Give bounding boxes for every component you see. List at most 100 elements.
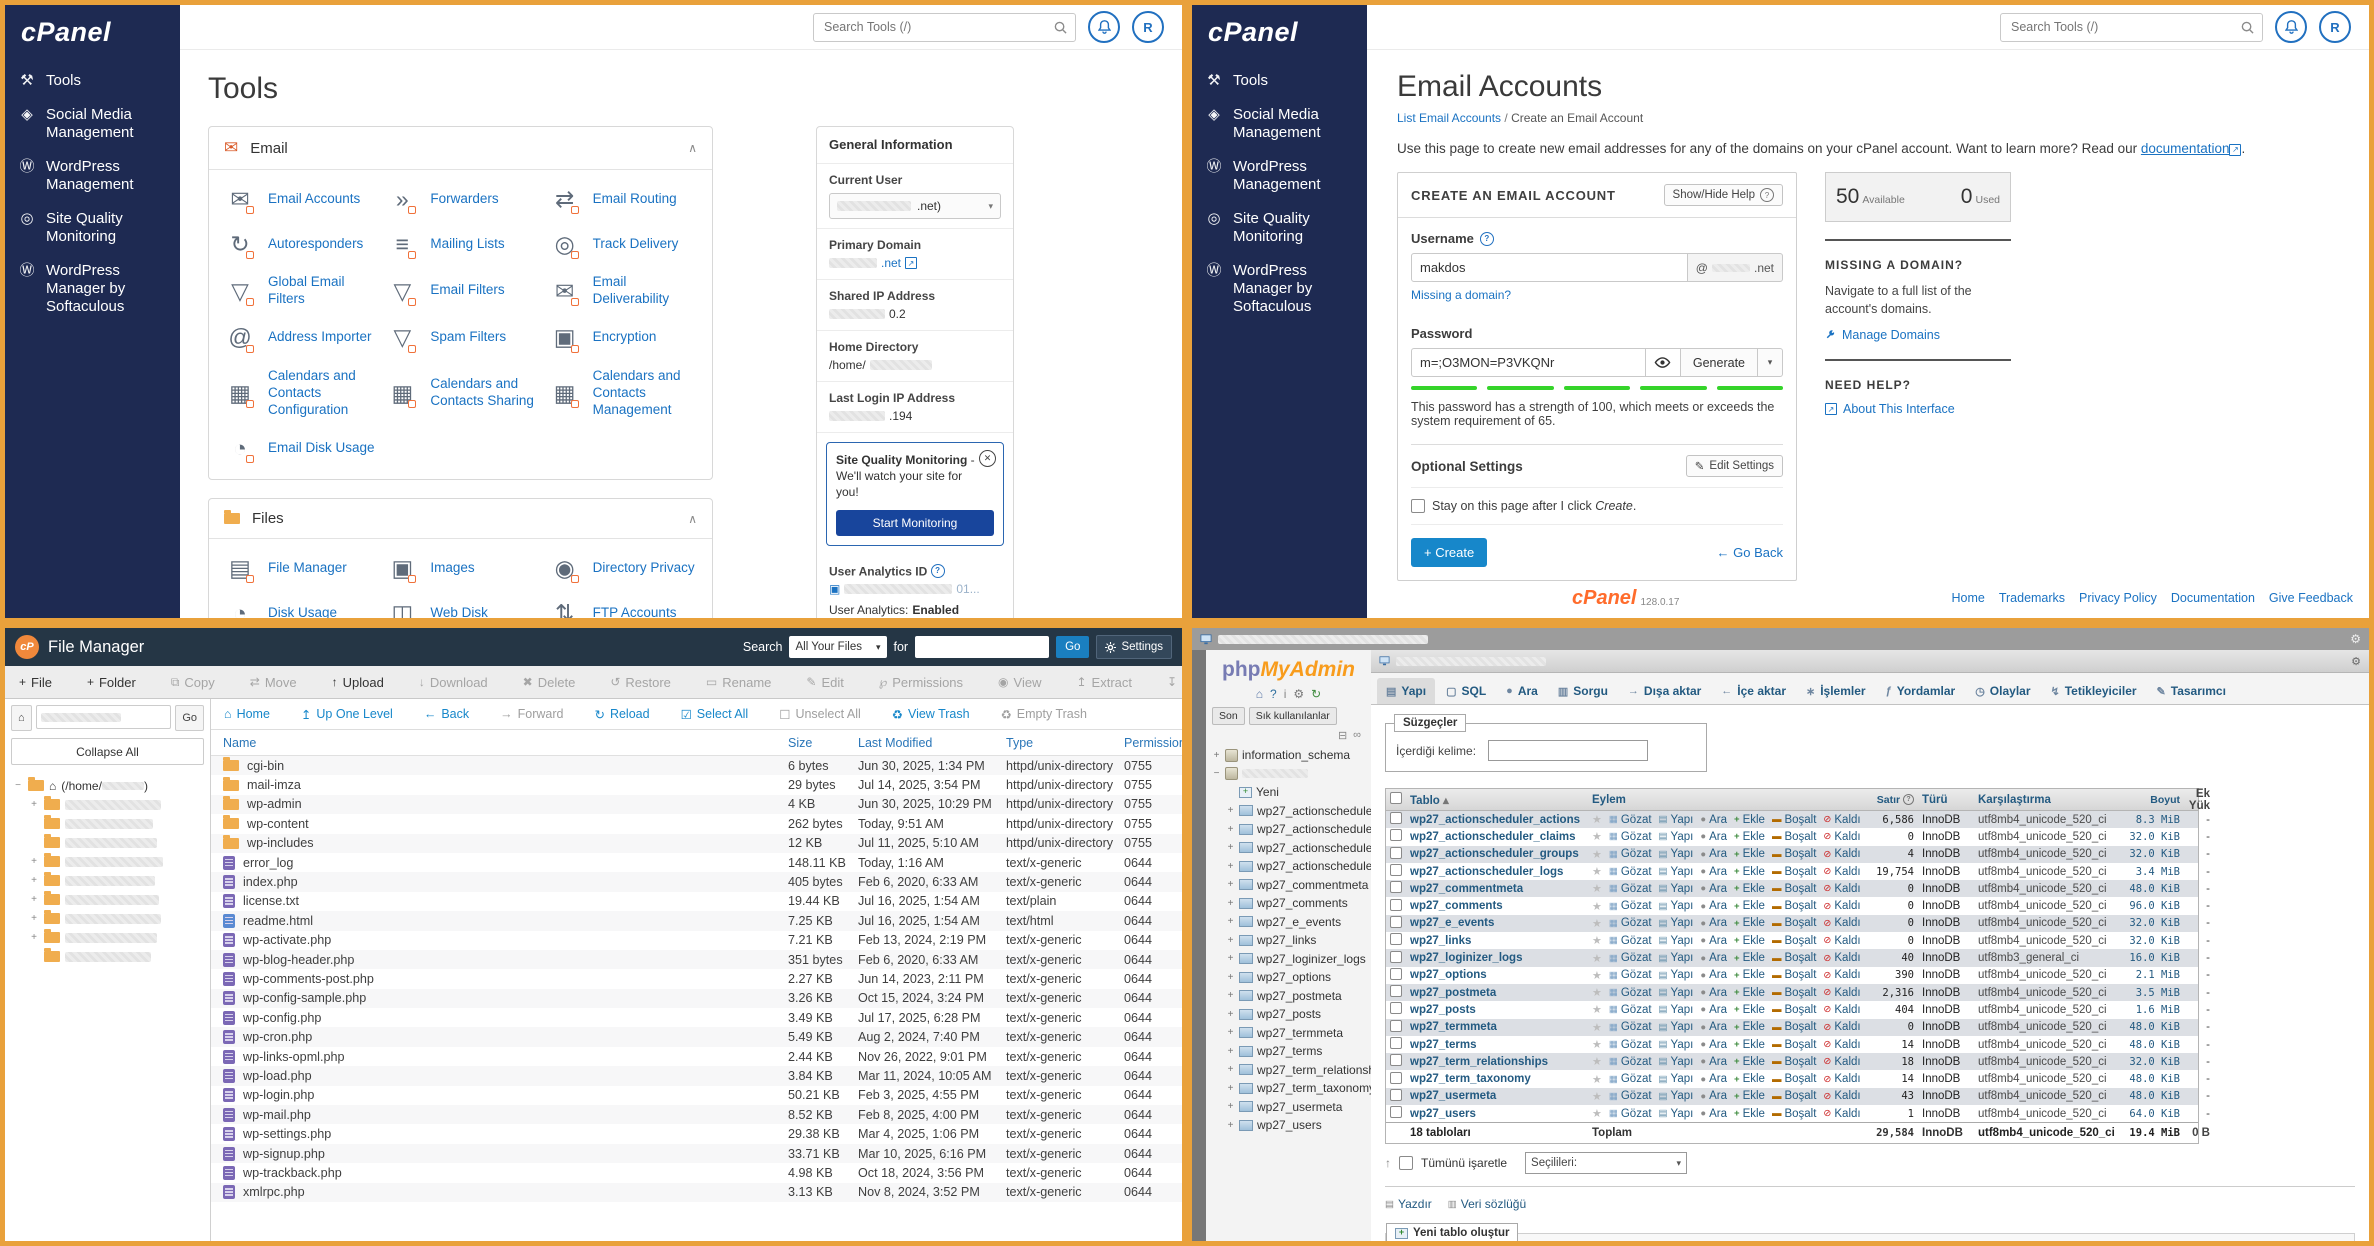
tool-link[interactable]: ✉ Email Accounts	[223, 184, 379, 214]
recent-tables-button[interactable]: Son	[1212, 707, 1245, 725]
sidebar-item[interactable]: Ⓦ WordPress Manager by Softaculous	[5, 254, 180, 324]
tree-table[interactable]: + wp27_actionscheduler_groups	[1226, 839, 1420, 858]
structure-action[interactable]: ▤ Yapı	[1658, 1055, 1694, 1068]
insert-action[interactable]: + Ekle	[1734, 1038, 1765, 1051]
create-button[interactable]: + Create	[1411, 538, 1488, 567]
insert-action[interactable]: + Ekle	[1734, 813, 1765, 826]
tree-folder[interactable]: +	[29, 928, 202, 947]
empty-action[interactable]: ▬ Boşalt	[1771, 1038, 1817, 1051]
file-row[interactable]: mail-imza 29 bytes Jul 14, 2025, 3:54 PM…	[211, 775, 1182, 794]
table-row[interactable]: wp27_usermeta ★ ▦ Gözat ▤ Yapı ● Ara + Ekle …	[1386, 1087, 2210, 1106]
tree-table[interactable]: + wp27_options	[1226, 968, 1365, 987]
gear-icon[interactable]: ⚙	[1293, 687, 1305, 701]
tool-link[interactable]: ▽ Email Filters	[385, 274, 541, 308]
table-name-link[interactable]: wp27_posts	[1410, 1003, 1476, 1016]
expand-icon[interactable]: +	[1227, 879, 1234, 891]
table-row[interactable]: wp27_loginizer_logs ★ ▦ Gözat ▤ Yapı ● Ara …	[1386, 949, 2210, 967]
expand-icon[interactable]: +	[31, 799, 37, 810]
file-row[interactable]: wp-links-opml.php 2.44 KB Nov 26, 2022, …	[211, 1047, 1182, 1066]
empty-action[interactable]: ▬ Boşalt	[1771, 813, 1817, 826]
pma-tab[interactable]: ← İçe aktar	[1712, 678, 1795, 704]
insert-action[interactable]: + Ekle	[1734, 952, 1765, 965]
expand-icon[interactable]: +	[31, 875, 37, 886]
search-action[interactable]: ● Ara	[1700, 900, 1727, 913]
browse-action[interactable]: ▦ Gözat	[1608, 1021, 1652, 1034]
favorite-star-icon[interactable]: ★	[1592, 1073, 1602, 1086]
structure-action[interactable]: ▤ Yapı	[1658, 813, 1694, 826]
tool-link[interactable]: ◫ Web Disk	[385, 598, 541, 618]
row-checkbox[interactable]	[1390, 864, 1402, 877]
tool-link[interactable]: ⇅ FTP Accounts	[548, 598, 704, 618]
column-header-size[interactable]: Boyut	[2150, 793, 2180, 806]
tree-table[interactable]: + wp27_postmeta	[1226, 987, 1365, 1006]
data-dictionary-link[interactable]: ▥ Veri sözlüğü	[1447, 1197, 1527, 1212]
file-row[interactable]: wp-activate.php 7.21 KB Feb 13, 2024, 2:…	[211, 931, 1182, 950]
empty-action[interactable]: ▬ Boşalt	[1771, 848, 1817, 861]
browse-action[interactable]: ▦ Gözat	[1608, 1003, 1652, 1016]
structure-action[interactable]: ▤ Yapı	[1658, 917, 1694, 930]
file-row[interactable]: xmlrpc.php 3.13 KB Nov 8, 2024, 3:52 PM …	[211, 1182, 1182, 1202]
favorite-star-icon[interactable]: ★	[1592, 987, 1602, 1000]
browse-action[interactable]: ▦ Gözat	[1608, 830, 1652, 843]
tree-new-table[interactable]: + Yeni	[1226, 783, 1365, 802]
collapse-all-button[interactable]: Collapse All	[11, 738, 204, 765]
favorite-star-icon[interactable]: ★	[1592, 1108, 1602, 1121]
expand-icon[interactable]: +	[31, 856, 37, 867]
table-name-link[interactable]: wp27_actionscheduler_claims	[1410, 830, 1576, 843]
link-icon[interactable]: ∞	[1353, 729, 1361, 741]
table-row[interactable]: wp27_actionscheduler_logs ★ ▦ Gözat ▤ Yapı…	[1386, 863, 2210, 880]
favorite-star-icon[interactable]: ★	[1592, 866, 1602, 879]
toolbar-button[interactable]: ✖ Delete	[513, 672, 601, 692]
sidebar-item[interactable]: ◈ Social Media Management	[1192, 98, 1367, 150]
tree-table[interactable]: + wp27_actionscheduler_logs	[1226, 857, 1406, 876]
tool-link[interactable]: @ Address Importer	[223, 323, 379, 353]
pma-tab[interactable]: ◷ Olaylar	[1966, 678, 2039, 704]
search-action[interactable]: ● Ara	[1700, 813, 1727, 826]
tree-table[interactable]: + wp27_term_taxonomy	[1226, 1079, 1375, 1098]
toolbar-button[interactable]: + File	[9, 672, 77, 692]
empty-action[interactable]: ▬ Boşalt	[1771, 1090, 1817, 1103]
row-checkbox[interactable]	[1390, 1071, 1402, 1084]
search-action[interactable]: ● Ara	[1700, 986, 1727, 999]
tree-table[interactable]: + wp27_commentmeta	[1226, 876, 1369, 895]
table-row[interactable]: wp27_e_events ★ ▦ Gözat ▤ Yapı ● Ara + Ekle …	[1386, 914, 2210, 933]
tree-database[interactable]: + information_schema	[1212, 746, 1365, 765]
search-action[interactable]: ● Ara	[1700, 1090, 1727, 1103]
empty-action[interactable]: ▬ Boşalt	[1771, 1055, 1817, 1068]
table-row[interactable]: wp27_actionscheduler_actions ★ ▦ Gözat ▤ Y…	[1386, 811, 2210, 829]
toolbar-button[interactable]: ✎ Edit	[796, 672, 868, 692]
footer-link-privacy[interactable]: Privacy Policy	[2079, 591, 2157, 605]
insert-action[interactable]: + Ekle	[1734, 917, 1765, 930]
row-checkbox[interactable]	[1390, 985, 1402, 998]
print-link[interactable]: ▤ Yazdır	[1385, 1197, 1432, 1212]
structure-action[interactable]: ▤ Yapı	[1658, 900, 1694, 913]
toolbar-button[interactable]: ⇄ Move	[240, 672, 322, 692]
insert-action[interactable]: + Ekle	[1734, 934, 1765, 947]
refresh-icon[interactable]: ↻	[1311, 687, 1322, 701]
tool-link[interactable]: ▣ Images	[385, 553, 541, 584]
expand-icon[interactable]: +	[1227, 1119, 1234, 1131]
search-scope-select[interactable]: All Your Files ▾	[789, 636, 887, 658]
nav-button[interactable]: ⌂ Home	[215, 705, 292, 723]
table-name-link[interactable]: wp27_actionscheduler_actions	[1410, 813, 1581, 826]
pma-tab[interactable]: ● Ara	[1497, 678, 1547, 704]
empty-action[interactable]: ▬ Boşalt	[1771, 969, 1817, 982]
file-row[interactable]: wp-mail.php 8.52 KB Feb 8, 2025, 4:00 PM…	[211, 1105, 1182, 1125]
table-row[interactable]: wp27_links ★ ▦ Gözat ▤ Yapı ● Ara + Ekle ▬ Bo…	[1386, 932, 2210, 949]
browse-action[interactable]: ▦ Gözat	[1608, 865, 1652, 878]
collapse-chevron-icon[interactable]: ∧	[688, 511, 697, 526]
structure-action[interactable]: ▤ Yapı	[1658, 969, 1694, 982]
tree-database[interactable]: −	[1212, 765, 1365, 784]
insert-action[interactable]: + Ekle	[1734, 1021, 1765, 1034]
tree-table[interactable]: + wp27_term_relationships	[1226, 1061, 1391, 1080]
sidebar-item[interactable]: ◎ Site Quality Monitoring	[1192, 202, 1367, 254]
user-menu-button[interactable]: R	[2319, 11, 2351, 43]
toolbar-button[interactable]: ▭ Rename	[696, 672, 796, 692]
drop-action[interactable]: ⊘Kaldır	[1823, 882, 1860, 895]
sidebar-item[interactable]: ◎ Site Quality Monitoring	[5, 202, 180, 254]
nav-button[interactable]: ↥ Up One Level	[292, 705, 415, 723]
notifications-button[interactable]	[1088, 11, 1120, 43]
table-name-link[interactable]: wp27_commentmeta	[1410, 882, 1524, 895]
favorite-star-icon[interactable]: ★	[1592, 831, 1602, 844]
row-checkbox[interactable]	[1390, 950, 1402, 963]
